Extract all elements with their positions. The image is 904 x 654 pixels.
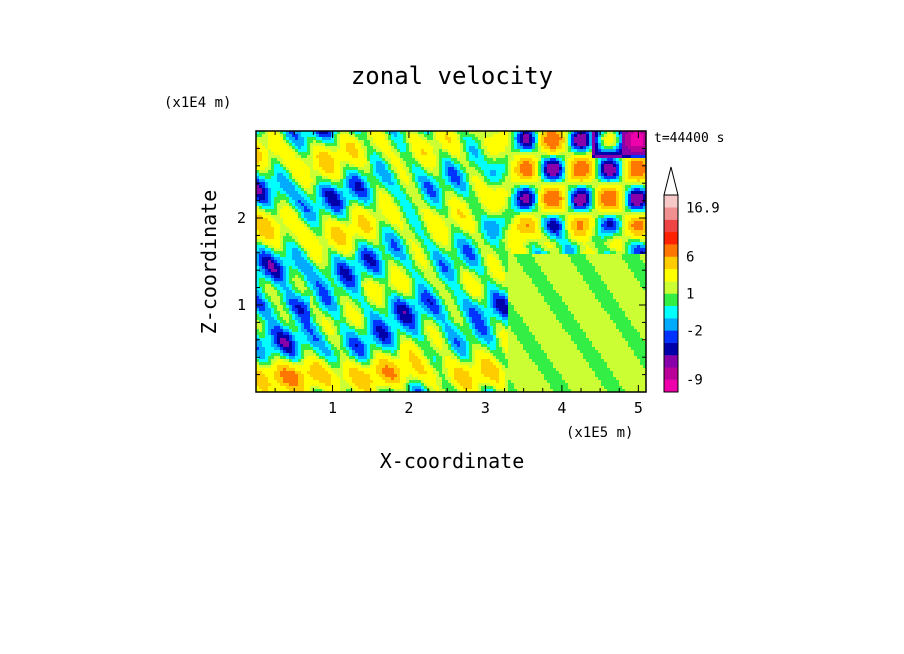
- colorbar-swatch: [664, 219, 678, 233]
- colorbar-swatch: [664, 318, 678, 331]
- colorbar-swatch: [664, 244, 678, 257]
- colorbar-swatch: [664, 293, 678, 307]
- colorbar-label: 1: [686, 287, 694, 303]
- chart-title: zonal velocity: [351, 62, 553, 90]
- colorbar-label: 16.9: [686, 200, 720, 216]
- x-tick-label: 5: [634, 399, 643, 417]
- plot-frame: [255, 130, 647, 393]
- colorbar-swatch: [664, 330, 678, 343]
- x-tick-label: 3: [481, 399, 490, 417]
- colorbar-swatch: [664, 207, 678, 220]
- y-tick-label: 2: [237, 209, 246, 227]
- x-unit-label: (x1E5 m): [566, 425, 633, 441]
- x-axis-label: X-coordinate: [380, 449, 525, 473]
- colorbar-label: 6: [686, 250, 694, 266]
- y-unit-label: (x1E4 m): [164, 95, 231, 111]
- y-tick-label: 1: [237, 296, 246, 314]
- colorbar-swatch: [664, 305, 678, 319]
- colorbar-swatch: [664, 379, 678, 393]
- colorbar-swatch: [664, 281, 678, 294]
- colorbar-swatch: [664, 268, 678, 282]
- colorbar-swatch: [664, 342, 678, 356]
- x-tick-label: 4: [557, 399, 566, 417]
- time-label: t=44400 s: [654, 131, 724, 146]
- x-tick-label: 2: [404, 399, 413, 417]
- colorbar-label: -9: [686, 373, 703, 389]
- colorbar-swatch: [664, 355, 678, 368]
- x-tick-label: 1: [328, 399, 337, 417]
- colorbar-label: -2: [686, 323, 703, 339]
- velocity-field: [256, 131, 647, 393]
- y-axis-label: Z-coordinate: [197, 190, 221, 335]
- colorbar-extend-arrow: [663, 166, 679, 196]
- colorbar: 16.9 6 1 -2 -9: [663, 166, 720, 393]
- colorbar-swatch: [664, 367, 678, 380]
- colorbar-swatch: [664, 256, 678, 270]
- colorbar-swatch: [664, 195, 678, 208]
- colorbar-swatch: [664, 231, 678, 245]
